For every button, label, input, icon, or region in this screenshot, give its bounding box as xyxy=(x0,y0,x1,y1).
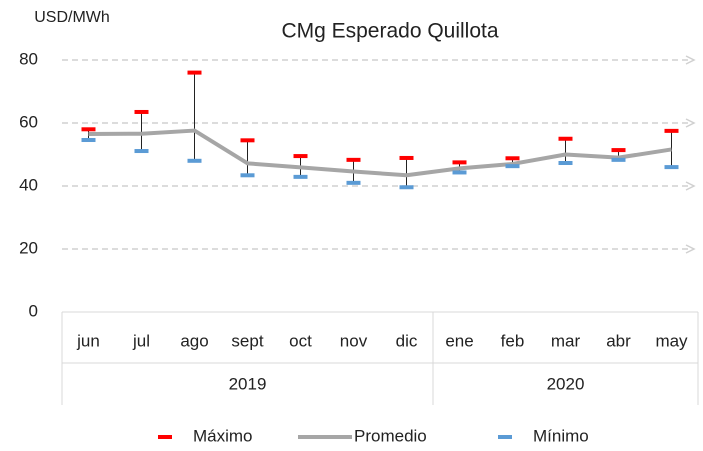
dash-marker xyxy=(452,170,467,175)
grid-arrow xyxy=(685,181,696,191)
x-tick-label: ago xyxy=(180,331,208,350)
dash-marker xyxy=(399,185,414,190)
dash-marker xyxy=(81,127,96,132)
legend-swatch xyxy=(158,435,172,439)
grid-arrow xyxy=(685,118,696,128)
dash-marker xyxy=(558,161,573,166)
dash-marker xyxy=(399,155,414,160)
x-tick-label: ene xyxy=(445,331,473,350)
x-tick-label: jun xyxy=(76,331,100,350)
x-tick-label: sept xyxy=(231,331,263,350)
dash-marker xyxy=(81,138,96,143)
dash-marker xyxy=(240,138,255,143)
legend-swatch xyxy=(498,435,512,439)
x-tick-label: jul xyxy=(132,331,150,350)
dash-marker xyxy=(293,154,308,159)
legend-label: Máximo xyxy=(193,426,253,445)
dash-marker xyxy=(505,156,520,161)
x-tick-label: oct xyxy=(289,331,312,350)
y-tick-label: 60 xyxy=(19,112,38,131)
y-tick-label: 40 xyxy=(19,175,38,194)
y-tick-label: 20 xyxy=(19,238,38,257)
dash-marker xyxy=(187,158,202,163)
dash-marker xyxy=(505,164,520,169)
x-tick-label: may xyxy=(655,331,688,350)
dash-marker xyxy=(452,160,467,165)
x-tick-label: mar xyxy=(551,331,581,350)
dash-marker xyxy=(611,148,626,153)
x-tick-label: nov xyxy=(340,331,368,350)
dash-marker xyxy=(611,157,626,162)
dash-marker xyxy=(346,180,361,185)
dash-marker xyxy=(187,70,202,75)
dash-marker xyxy=(346,157,361,162)
legend-label: Mínimo xyxy=(533,426,589,445)
dash-marker xyxy=(134,109,149,114)
group-label: 2020 xyxy=(547,374,585,393)
y-tick-label: 80 xyxy=(19,49,38,68)
x-tick-label: abr xyxy=(606,331,631,350)
grid-arrow xyxy=(685,244,696,254)
dash-marker xyxy=(558,136,573,141)
dash-marker xyxy=(664,165,679,170)
dash-marker xyxy=(293,174,308,179)
chart-title: CMg Esperado Quillota xyxy=(281,20,498,43)
group-label: 2019 xyxy=(229,374,267,393)
y-tick-label: 0 xyxy=(29,301,38,320)
average-line xyxy=(88,128,672,178)
dash-marker xyxy=(664,128,679,133)
grid-arrow xyxy=(685,55,696,65)
x-tick-label: dic xyxy=(396,331,418,350)
y-axis-label: USD/MWh xyxy=(34,9,110,26)
dash-marker xyxy=(134,149,149,154)
x-tick-label: feb xyxy=(501,331,525,350)
legend-label: Promedio xyxy=(354,426,427,445)
dash-marker xyxy=(240,173,255,178)
